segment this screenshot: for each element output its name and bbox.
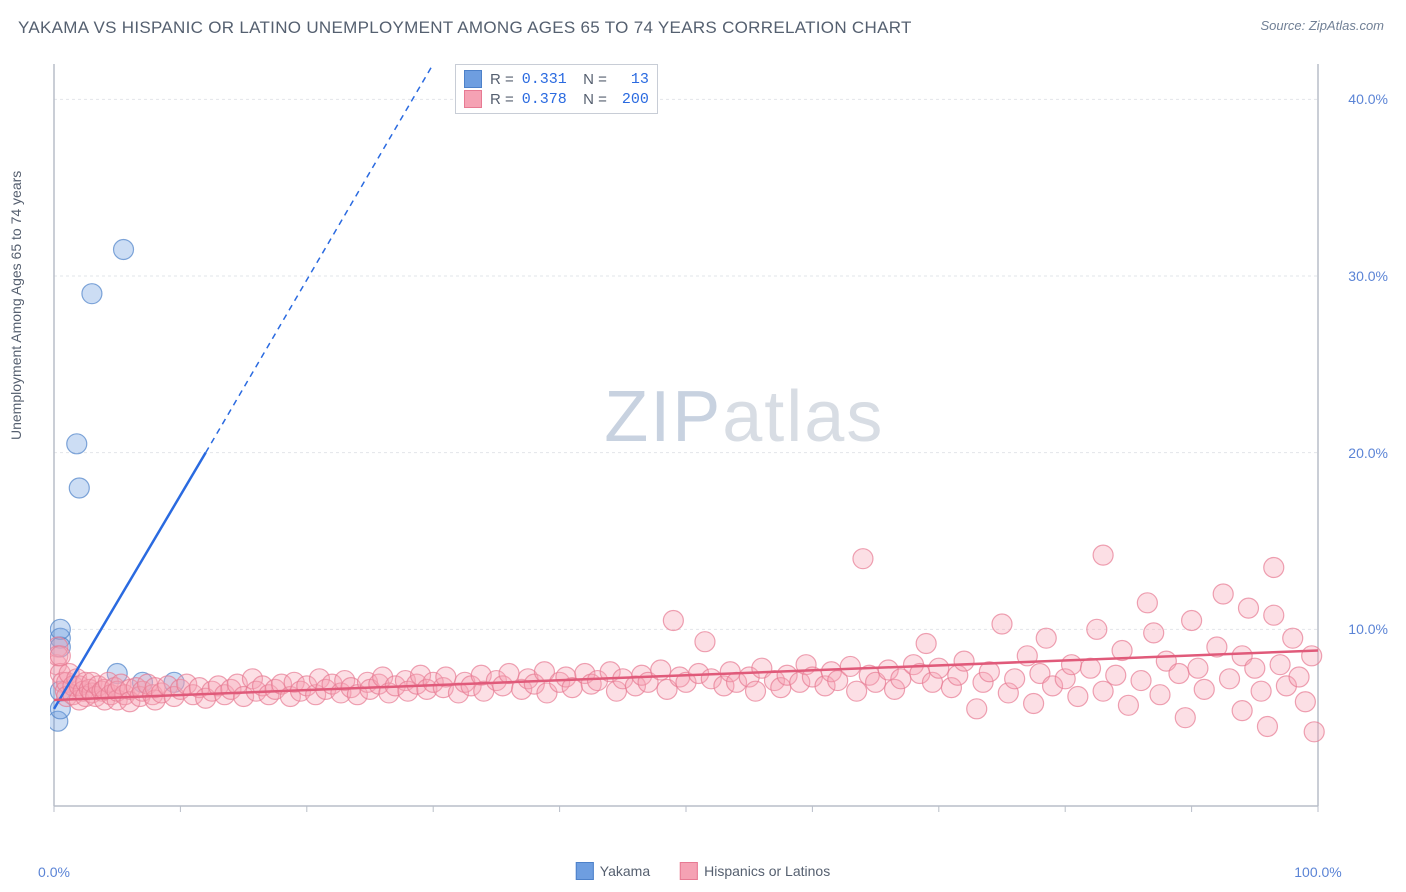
y-tick-label: 30.0% [1348, 268, 1388, 284]
swatch-hispanic [464, 90, 482, 108]
legend-swatch-yakama [576, 862, 594, 880]
source-attribution: Source: ZipAtlas.com [1260, 18, 1384, 33]
chart-title: YAKAMA VS HISPANIC OR LATINO UNEMPLOYMEN… [18, 18, 912, 38]
y-tick-label: 10.0% [1348, 621, 1388, 637]
y-tick-label: 20.0% [1348, 445, 1388, 461]
legend-label-yakama: Yakama [600, 863, 650, 879]
legend-swatch-hispanic [680, 862, 698, 880]
plot-svg [50, 60, 1360, 820]
x-tick-label: 100.0% [1294, 864, 1341, 880]
y-tick-label: 40.0% [1348, 91, 1388, 107]
scatter-plot: ZIPatlas R =0.331 N =13 R =0.378 N =200 [50, 60, 1360, 820]
swatch-yakama [464, 70, 482, 88]
legend-item-hispanic: Hispanics or Latinos [680, 862, 830, 880]
legend-label-hispanic: Hispanics or Latinos [704, 863, 830, 879]
legend-item-yakama: Yakama [576, 862, 650, 880]
bottom-legend: Yakama Hispanics or Latinos [576, 862, 830, 880]
corr-row-hispanic: R =0.378 N =200 [464, 89, 649, 109]
y-axis-label: Unemployment Among Ages 65 to 74 years [8, 171, 24, 440]
correlation-legend: R =0.331 N =13 R =0.378 N =200 [455, 64, 658, 114]
corr-row-yakama: R =0.331 N =13 [464, 69, 649, 89]
x-tick-label: 0.0% [38, 864, 70, 880]
